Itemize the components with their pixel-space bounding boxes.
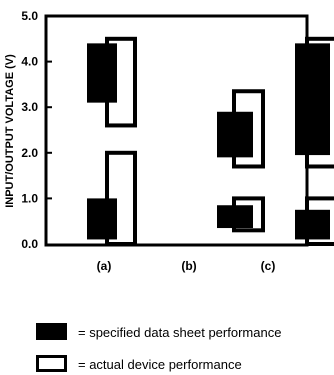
legend-swatch-actual	[36, 355, 67, 372]
specified-performance-bar	[217, 205, 253, 229]
specified-performance-bar	[217, 111, 253, 158]
specified-performance-bar	[87, 43, 117, 103]
bars-group	[87, 36, 334, 246]
y-tick-label: 4.0	[21, 55, 38, 69]
specified-performance-bar	[295, 209, 330, 240]
y-tick-label: 2.0	[21, 146, 38, 160]
plot-frame	[44, 14, 309, 247]
category-label: (b)	[181, 259, 196, 273]
y-tick-label: 5.0	[21, 9, 38, 23]
category-labels: (a) (b) (c)	[97, 259, 276, 273]
y-axis-ticks: 0.0 1.0 2.0 3.0 4.0 5.0	[21, 9, 52, 251]
category-label: (c)	[261, 259, 276, 273]
y-axis-title: INPUT/OUTPUT VOLTAGE (V)	[4, 54, 16, 208]
legend-label-actual: = actual device performance	[78, 357, 242, 372]
legend: = specified data sheet performance = actu…	[36, 323, 281, 372]
y-tick-label: 1.0	[21, 191, 38, 205]
specified-performance-bar	[295, 43, 330, 156]
specified-performance-bar	[87, 198, 117, 240]
legend-label-specified: = specified data sheet performance	[78, 325, 281, 340]
legend-swatch-specified	[36, 323, 67, 340]
category-label: (a)	[97, 259, 112, 273]
y-tick-label: 3.0	[21, 100, 38, 114]
y-tick-label: 0.0	[21, 237, 38, 251]
